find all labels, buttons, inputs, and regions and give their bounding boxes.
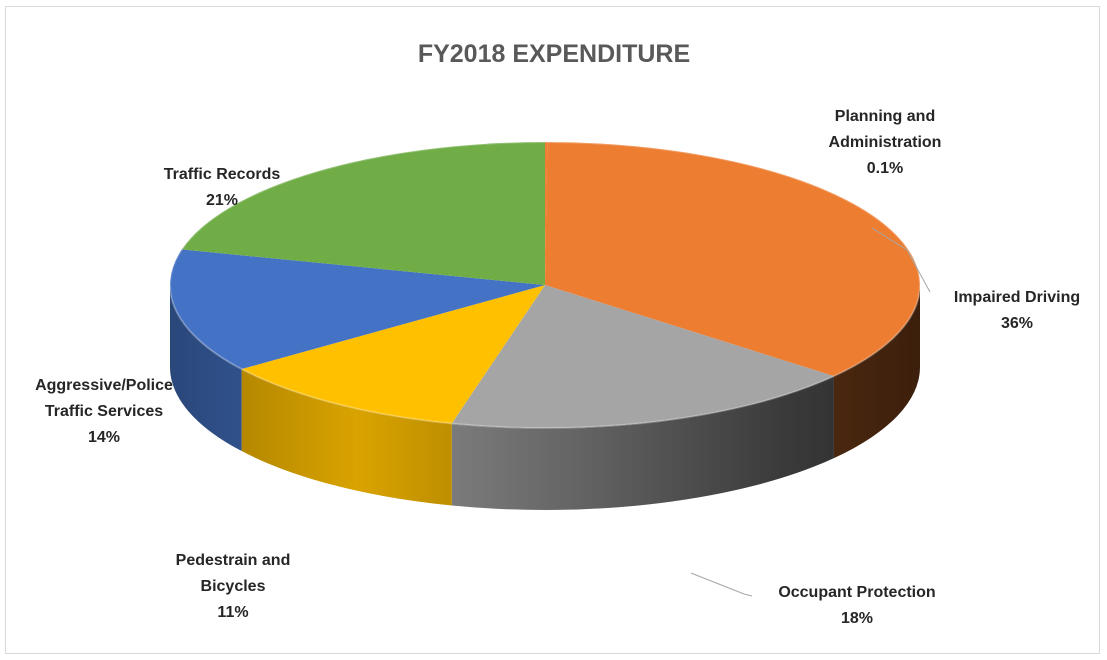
pie-side-pedestrain-and-bicycles: [241, 369, 452, 506]
label-pedestrain-and-bicycles: Pedestrain and Bicycles 11%: [176, 552, 291, 621]
pie-sides: [170, 285, 920, 510]
pie-slice-impaired-driving: [545, 142, 920, 377]
slice-name-label: Impaired Driving: [954, 289, 1080, 306]
pie-side-aggressive-police-traffic-services: [170, 285, 242, 452]
chart-title: FY2018 EXPENDITURE: [418, 40, 690, 68]
pie-slice-planning-and-administration: [545, 142, 548, 285]
pie-slice-occupant-protection: [451, 285, 834, 428]
pie-slice-traffic-records: [181, 142, 545, 285]
slice-percent-label: 36%: [1001, 315, 1033, 332]
label-occupant-protection: Occupant Protection 18%: [778, 584, 935, 627]
slice-percent-label: 21%: [206, 192, 238, 209]
label-traffic-records: Traffic Records 21%: [164, 166, 281, 209]
slice-name-label: Occupant Protection: [778, 584, 935, 601]
slice-name-label: Bicycles: [201, 578, 266, 595]
slice-percent-label: 11%: [217, 604, 248, 621]
slice-name-label: Traffic Records: [164, 166, 281, 183]
slice-percent-label: 14%: [88, 429, 120, 446]
leader-line-occupant-protection: [690, 572, 753, 597]
slice-name-label: Pedestrain and: [176, 552, 291, 569]
pie-rim: [169, 141, 921, 429]
label-impaired-driving: Impaired Driving 36%: [954, 289, 1080, 332]
slice-name-label: Administration: [829, 134, 942, 151]
slice-percent-label: 18%: [841, 610, 873, 627]
pie-slice-pedestrain-and-bicycles: [241, 285, 545, 424]
pie-side-impaired-driving: [833, 285, 920, 459]
slice-name-label: Planning and: [835, 108, 935, 125]
slice-labels: Planning and Administration 0.1% Impaired D…: [35, 108, 1080, 627]
leader-line-impaired-driving: [871, 227, 931, 293]
slice-name-label: Traffic Services: [45, 403, 163, 420]
label-aggressive-police-traffic-services: Aggressive/Police Traffic Services 14%: [35, 377, 173, 446]
pie-slices: [169, 141, 921, 429]
slice-name-label: Aggressive/Police: [35, 377, 173, 394]
pie-slice-aggressive-police-traffic-services: [170, 249, 545, 370]
slice-percent-label: 0.1%: [867, 160, 903, 177]
leader-lines: [690, 227, 931, 597]
label-planning-and-administration: Planning and Administration 0.1%: [829, 108, 942, 177]
pie-side-occupant-protection: [451, 376, 834, 510]
